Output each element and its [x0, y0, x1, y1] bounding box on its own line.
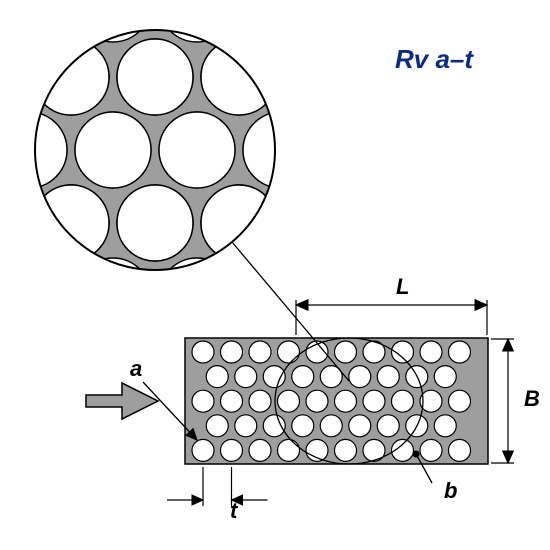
plate-hole	[449, 439, 471, 461]
plate-hole	[434, 366, 456, 388]
plate-hole	[249, 341, 271, 363]
plate-hole	[335, 390, 357, 412]
plate-hole	[377, 415, 399, 437]
plate-hole	[392, 390, 414, 412]
plate-hole	[206, 366, 228, 388]
plate-hole	[206, 415, 228, 437]
label-a: a	[130, 356, 142, 382]
plate-hole	[249, 390, 271, 412]
diagram-canvas: { "title": { "text": "Rv a–t", "color": …	[0, 0, 550, 550]
plate-hole	[192, 439, 214, 461]
plate-hole	[192, 341, 214, 363]
dimension-L-label: L	[396, 274, 409, 300]
plate-hole	[263, 415, 285, 437]
dimension-B-label: B	[524, 386, 540, 412]
plate-hole	[363, 390, 385, 412]
plate-hole	[434, 415, 456, 437]
plate-hole	[420, 439, 442, 461]
plate-hole	[221, 390, 243, 412]
plate-hole	[449, 341, 471, 363]
plate-hole	[235, 366, 257, 388]
plate-hole	[235, 415, 257, 437]
plate-hole	[292, 415, 314, 437]
dimension-t-label: t	[230, 498, 237, 524]
plate-hole	[320, 415, 342, 437]
plate-hole	[278, 390, 300, 412]
plate-hole	[306, 390, 328, 412]
plate-hole	[221, 439, 243, 461]
plate-hole	[349, 366, 371, 388]
diagram-svg	[0, 0, 550, 550]
title-label: Rv a–t	[395, 44, 473, 75]
direction-arrow-icon	[86, 383, 158, 419]
magnifier-group	[0, 0, 403, 334]
plate-hole	[292, 366, 314, 388]
plate-hole	[449, 390, 471, 412]
label-b: b	[444, 478, 457, 504]
plate-hole	[420, 341, 442, 363]
plate-hole	[192, 390, 214, 412]
plate-hole	[335, 439, 357, 461]
plate-hole	[335, 341, 357, 363]
plate-hole	[278, 341, 300, 363]
plate-hole	[349, 415, 371, 437]
plate-hole	[377, 366, 399, 388]
plate-hole	[221, 341, 243, 363]
plate-hole	[249, 439, 271, 461]
plate-hole	[263, 366, 285, 388]
plate-hole	[278, 439, 300, 461]
